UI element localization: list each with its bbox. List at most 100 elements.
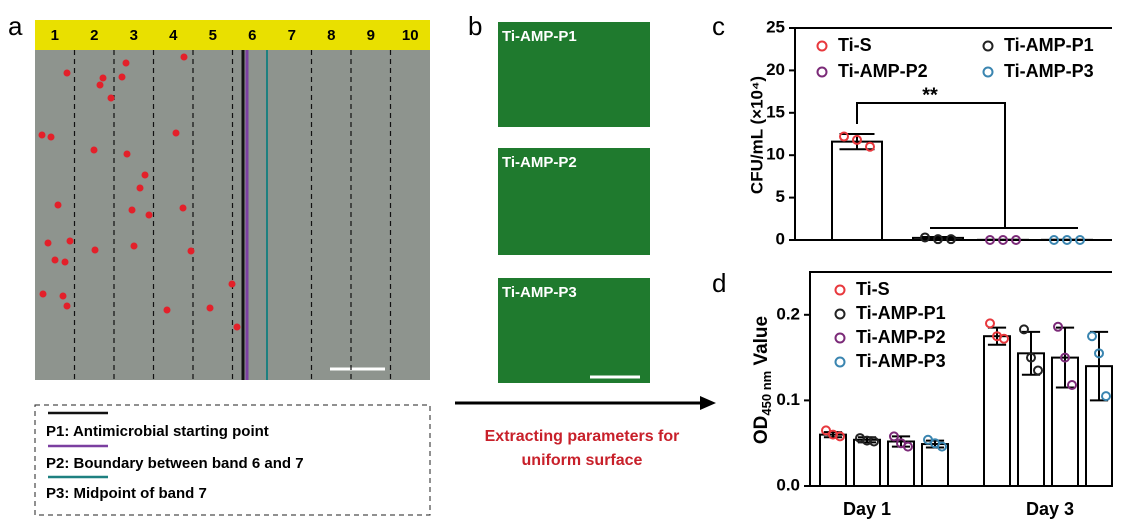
bacterium	[172, 129, 180, 137]
bacterium	[59, 292, 67, 300]
data-point	[1049, 235, 1059, 245]
bacterium	[66, 237, 74, 245]
fluorescence-image	[498, 148, 650, 255]
bacterium	[128, 206, 136, 214]
bacterium	[54, 201, 62, 209]
bacterium	[187, 247, 195, 255]
y-axis-label: CFU/mL (×10⁴)	[747, 76, 766, 194]
bacterium	[163, 306, 171, 314]
data-point	[985, 318, 995, 329]
x-tick-label: Day 3	[1026, 499, 1074, 519]
legend-text: P3: Midpoint of band 7	[46, 485, 207, 502]
legend-text: P2: Boundary between band 6 and 7	[46, 455, 304, 472]
band-number: 5	[209, 27, 217, 44]
bacterium	[130, 242, 138, 250]
error-bar	[920, 236, 956, 240]
y-tick-label: 0	[776, 229, 785, 248]
band-number: 10	[402, 27, 419, 44]
image-label: Ti-AMP-P1	[502, 28, 577, 45]
fluorescence-image	[498, 22, 650, 127]
bar	[853, 438, 881, 487]
panel-label: a	[8, 11, 23, 41]
band-number: 6	[248, 27, 256, 44]
data-point	[999, 333, 1009, 344]
axis-frame	[809, 271, 1112, 487]
data-point	[1075, 235, 1085, 245]
legend-box	[34, 404, 431, 516]
x-tick-label: Day 1	[843, 499, 891, 519]
y-tick-label: 0.2	[776, 304, 800, 323]
arrow-text: uniform surface	[522, 452, 643, 469]
data-point	[1033, 365, 1043, 376]
band-number: 9	[367, 27, 375, 44]
legend-label: Ti-AMP-P3	[856, 351, 946, 371]
band-header	[35, 20, 430, 50]
legend-marker	[834, 284, 846, 296]
panel-label: c	[712, 11, 725, 41]
data-point	[835, 431, 845, 442]
data-point	[852, 134, 862, 145]
arrow-head	[700, 396, 716, 410]
legend-marker	[982, 40, 994, 52]
bacterium	[44, 239, 52, 247]
legend-label: Ti-AMP-P2	[856, 327, 946, 347]
bacterium	[63, 302, 71, 310]
significance-bracket	[856, 102, 1006, 228]
legend-label: Ti-S	[856, 279, 890, 299]
band-number: 7	[288, 27, 296, 44]
y-tick-label: 5	[776, 187, 785, 206]
legend-marker	[834, 356, 846, 368]
bacterium	[145, 211, 153, 219]
legend-marker	[834, 308, 846, 320]
band-number: 3	[130, 27, 138, 44]
image-label: Ti-AMP-P2	[502, 154, 577, 171]
data-point	[1067, 379, 1077, 390]
bacterium	[96, 81, 104, 89]
legend-marker	[816, 66, 828, 78]
fluorescence-image	[498, 278, 650, 383]
bacterium	[118, 73, 126, 81]
data-point	[869, 436, 879, 447]
error-bar	[1055, 326, 1075, 389]
data-point	[1087, 331, 1097, 342]
y-tick-label: 10	[766, 145, 785, 164]
band-number: 4	[169, 27, 178, 44]
data-point	[889, 431, 899, 442]
data-point	[839, 131, 849, 142]
data-point	[998, 235, 1008, 245]
y-axis-label-part: OD	[751, 416, 772, 445]
data-point	[821, 425, 831, 436]
bacterium	[38, 131, 46, 139]
bacterium	[39, 290, 47, 298]
band-number: 2	[90, 27, 98, 44]
bacterium	[123, 150, 131, 158]
bacterium	[233, 323, 241, 331]
legend-marker	[816, 40, 828, 52]
y-tick-label: 0.0	[776, 475, 800, 494]
data-point	[1026, 352, 1036, 363]
bacterium	[136, 184, 144, 192]
data-point	[865, 141, 875, 152]
data-point	[933, 234, 943, 245]
panel-label: b	[468, 11, 482, 41]
image-label: Ti-AMP-P3	[502, 284, 577, 301]
legend-marker	[982, 66, 994, 78]
legend-text: P1: Antimicrobial starting point	[46, 423, 269, 440]
bar	[1051, 356, 1079, 487]
data-point	[937, 441, 947, 452]
bacterium	[47, 133, 55, 141]
data-point	[946, 234, 956, 245]
bacterium	[63, 69, 71, 77]
bacterium	[51, 256, 59, 264]
y-tick-label: 25	[766, 17, 785, 36]
data-point	[1062, 235, 1072, 245]
band-number: 1	[51, 27, 59, 44]
significance-label: **	[922, 84, 938, 106]
data-point	[1094, 348, 1104, 359]
legend-label: Ti-AMP-P1	[1004, 35, 1094, 55]
data-point	[985, 235, 995, 245]
data-point	[903, 441, 913, 452]
bacterium	[122, 59, 130, 67]
bacterium	[206, 304, 214, 312]
